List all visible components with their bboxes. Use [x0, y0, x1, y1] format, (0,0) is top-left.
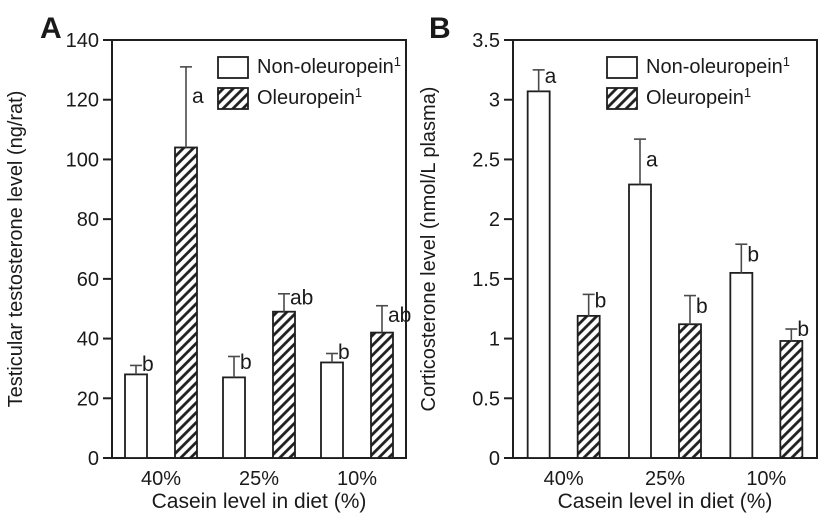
panel-b-chart: 0 0.5 1 1.5 2 2.5 3 3.5 Corticosterone level (nm… [413, 0, 833, 521]
legend-swatch-hatched [217, 87, 249, 110]
legend-label: Oleuropein1 [646, 85, 751, 109]
sig-letter: b [595, 289, 607, 312]
y-tick-label: 3 [489, 90, 500, 112]
bar-oleuropein-40% [174, 146, 198, 459]
bar-non-oleuropein-25% [222, 376, 246, 459]
y-tick-label: 120 [66, 90, 99, 112]
legend-label: Non-oleuropein1 [646, 54, 790, 78]
x-category-label: 10% [337, 468, 377, 490]
y-axis-title: Corticosterone level (nmol/L plasma) [418, 87, 440, 412]
panel-a: 0 20 40 60 80 100 120 140 Testicular testosteron… [0, 0, 413, 521]
x-category-label: 10% [746, 468, 786, 490]
x-category-label: 25% [239, 468, 279, 490]
legend-label: Non-oleuropein1 [257, 54, 401, 78]
y-tick-label: 40 [77, 329, 99, 351]
y-tick-label: 0.5 [472, 388, 500, 410]
x-category-label: 40% [141, 468, 181, 490]
x-category-label: 25% [645, 468, 685, 490]
x-category-label: 40% [544, 468, 584, 490]
sig-letter: ab [290, 287, 313, 310]
bar-non-oleuropein-10% [320, 361, 344, 459]
bar-non-oleuropein-25% [628, 183, 652, 459]
x-axis-title: Casein level in diet (%) [558, 490, 773, 513]
sig-letter: ab [388, 304, 411, 327]
plot-border [512, 39, 818, 459]
panel-a-chart: 0 20 40 60 80 100 120 140 Testicular testosteron… [0, 0, 413, 521]
panel-letter: A [40, 12, 62, 45]
y-tick-label: 1 [489, 329, 500, 351]
bar-non-oleuropein-40% [124, 373, 148, 459]
panel-background [413, 0, 833, 521]
bar-oleuropein-10% [779, 340, 804, 459]
y-tick-label: 100 [66, 149, 99, 171]
bar-oleuropein-25% [272, 310, 296, 459]
sig-letter: a [192, 85, 204, 108]
x-axis-title: Casein level in diet (%) [152, 490, 367, 513]
legend-swatch-hatched [606, 87, 638, 110]
y-axis-title: Testicular testosterone level (ng/rat) [5, 91, 27, 408]
bar-oleuropein-40% [576, 314, 601, 459]
legend-swatch-white [217, 56, 249, 79]
plot-border [111, 39, 407, 459]
y-tick-label: 60 [77, 269, 99, 291]
panel-background [0, 0, 413, 521]
y-tick-label: 1.5 [472, 269, 500, 291]
y-tick-label: 3.5 [472, 30, 500, 52]
y-tick-label: 2 [489, 209, 500, 231]
bar-oleuropein-25% [678, 323, 702, 459]
sig-letter: b [338, 341, 350, 364]
sig-letter: b [797, 318, 809, 341]
y-tick-label: 80 [77, 209, 99, 231]
legend-swatch-white [606, 56, 638, 79]
sig-letter: b [747, 243, 759, 266]
bar-oleuropein-10% [370, 331, 394, 459]
panel-letter: B [429, 12, 451, 45]
bar-non-oleuropein-10% [729, 271, 754, 459]
sig-letter: b [142, 353, 154, 376]
panel-b: 0 0.5 1 1.5 2 2.5 3 3.5 Corticosterone level (nm… [413, 0, 833, 521]
y-tick-label: 20 [77, 388, 99, 410]
legend-label: Oleuropein1 [257, 85, 362, 109]
y-tick-label: 0 [489, 448, 500, 470]
sig-letter: b [240, 351, 252, 374]
sig-letter: a [545, 65, 557, 88]
y-tick-label: 2.5 [472, 149, 500, 171]
y-tick-label: 140 [66, 30, 99, 52]
bar-non-oleuropein-40% [526, 90, 551, 459]
sig-letter: b [696, 295, 708, 318]
sig-letter: a [646, 148, 658, 171]
y-tick-label: 0 [88, 448, 99, 470]
